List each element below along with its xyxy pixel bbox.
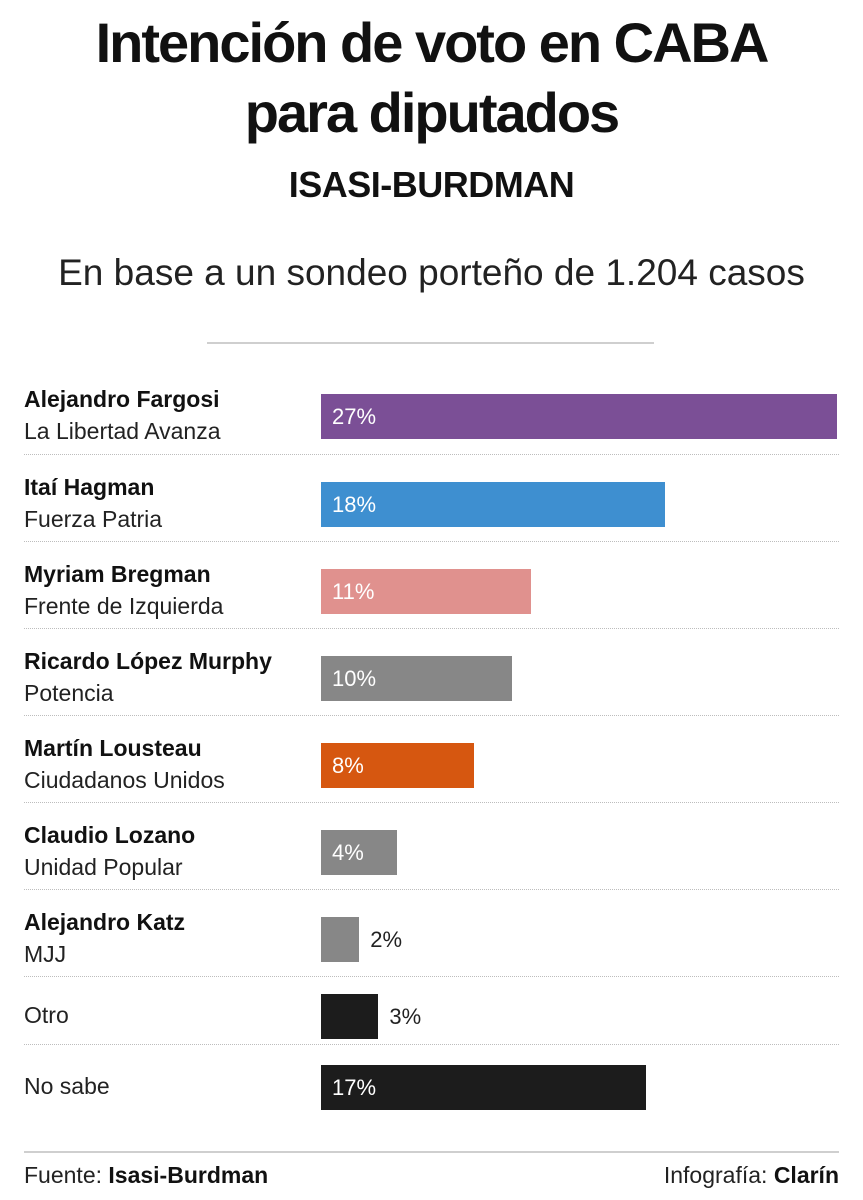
row-separator	[24, 1044, 839, 1045]
bottom-divider	[24, 1151, 839, 1153]
bar	[321, 655, 513, 701]
row-separator	[24, 454, 839, 455]
chart-subtitle: ISASI-BURDMAN	[288, 164, 575, 205]
candidate-party: Frente de Izquierda	[24, 592, 224, 619]
bar	[321, 568, 532, 614]
chart-title-line1: Intención de voto en CABA	[95, 11, 770, 74]
chart-title: Intención de voto en CABA para diputados	[0, 8, 863, 148]
candidate-party: Potencia	[24, 679, 114, 706]
bar-value-label: 2%	[370, 926, 403, 952]
bar	[321, 394, 837, 439]
candidate-name: Alejandro Fargosi	[24, 386, 220, 412]
footer-credit-name: Clarín	[773, 1162, 839, 1188]
row-separator	[24, 541, 839, 542]
row-separator	[24, 628, 839, 629]
row-separator	[24, 715, 839, 716]
candidate-name: Itaí Hagman	[24, 473, 155, 500]
bar-value-label: 11%	[332, 578, 375, 604]
bar	[321, 916, 360, 962]
footer-source-name: Isasi-Burdman	[108, 1162, 269, 1188]
candidate-name: Claudio Lozano	[24, 821, 196, 848]
candidate-name: Martín Lousteau	[24, 734, 202, 761]
row-separator	[24, 976, 839, 977]
bar-value-label: 27%	[332, 404, 377, 429]
candidate-name: Alejandro Katz	[24, 908, 186, 935]
candidate-party: Fuerza Patria	[24, 505, 163, 532]
candidate-party: MJJ	[24, 940, 67, 967]
bar-value-label: 17%	[332, 1075, 377, 1100]
bar-value-label: 4%	[332, 839, 364, 865]
candidate-name: Otro	[24, 1002, 69, 1028]
footer-source: Fuente: Isasi-Burdman	[24, 1162, 268, 1189]
candidate-party: La Libertad Avanza	[24, 418, 221, 444]
top-divider	[207, 342, 654, 344]
candidate-party: Unidad Popular	[24, 853, 183, 880]
bar-value-label: 3%	[389, 1004, 422, 1029]
row-separator	[24, 802, 839, 803]
footer-credit: Infografía: Clarín	[664, 1162, 839, 1189]
footer-credit-prefix: Infografía:	[663, 1162, 774, 1188]
candidate-name: No sabe	[24, 1073, 110, 1099]
bar-value-label: 10%	[332, 665, 377, 691]
bar	[321, 1065, 646, 1110]
bar-value-label: 18%	[332, 491, 377, 517]
candidate-party: Ciudadanos Unidos	[24, 766, 225, 793]
chart-title-line2: para diputados	[244, 81, 620, 144]
candidate-name: Ricardo López Murphy	[24, 647, 272, 674]
footer-source-prefix: Fuente:	[24, 1162, 109, 1188]
bar	[321, 829, 398, 875]
candidate-name: Myriam Bregman	[24, 560, 211, 587]
row-separator	[24, 889, 839, 890]
bar	[321, 481, 665, 527]
chart-description: En base a un sondeo porteño de 1.204 cas…	[58, 252, 805, 293]
bar	[321, 742, 474, 788]
bar-value-label: 8%	[332, 752, 364, 778]
bar	[321, 994, 379, 1039]
